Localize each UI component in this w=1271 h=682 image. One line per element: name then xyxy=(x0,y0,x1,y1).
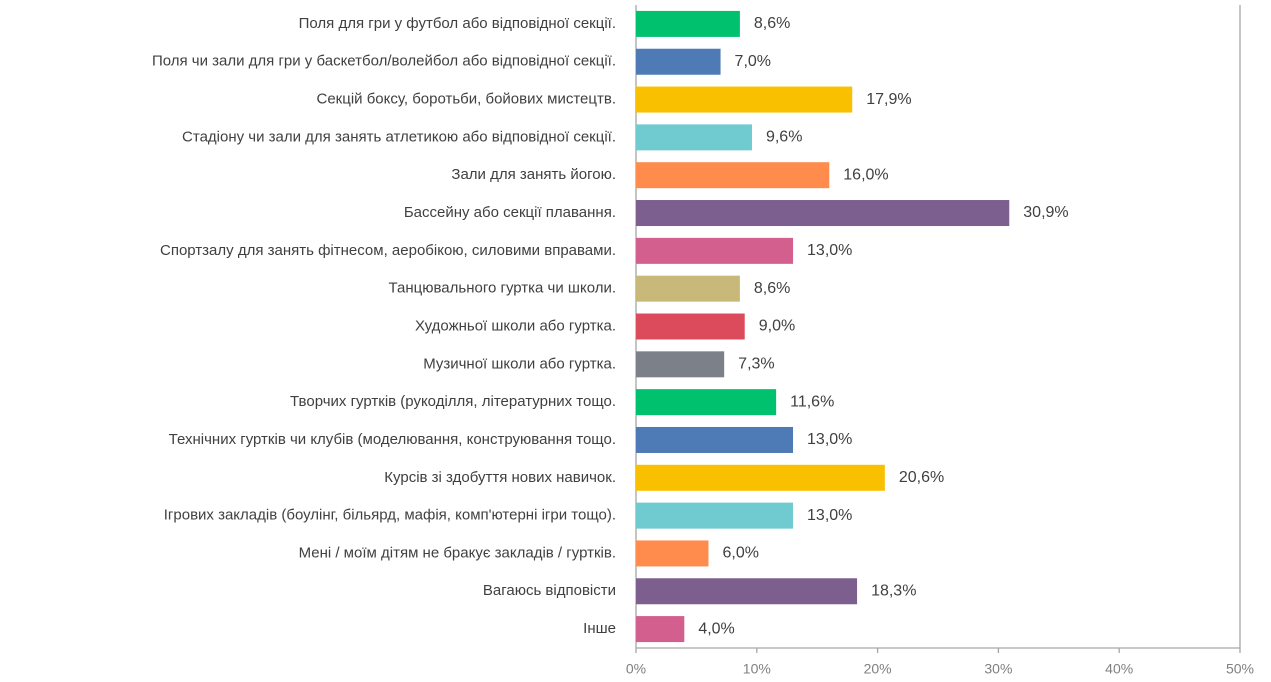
value-label: 8,6% xyxy=(754,15,790,32)
value-label: 4,0% xyxy=(698,620,734,637)
value-label: 7,3% xyxy=(738,356,774,373)
value-label: 13,0% xyxy=(807,431,852,448)
x-tick-label: 40% xyxy=(1105,661,1133,677)
x-tick-label: 10% xyxy=(743,661,771,677)
category-label: Стадіону чи зали для занять атлетикою аб… xyxy=(182,128,616,145)
bar xyxy=(636,578,858,605)
value-label: 17,9% xyxy=(866,91,911,108)
category-label: Технічних гуртків чи клубів (моделювання… xyxy=(169,431,616,448)
value-label: 11,6% xyxy=(790,393,834,410)
category-label: Ігрових закладів (боулінг, більярд, мафі… xyxy=(164,507,616,524)
category-label: Спортзалу для занять фітнесом, аеробікою… xyxy=(160,242,616,259)
category-label: Художньої школи або гуртка. xyxy=(415,317,616,334)
x-tick-label: 0% xyxy=(626,661,646,677)
x-tick-label: 20% xyxy=(864,661,892,677)
bar xyxy=(636,313,745,340)
bar xyxy=(636,124,752,151)
bar xyxy=(636,351,725,378)
bar xyxy=(636,10,740,37)
category-label: Поля чи зали для гри у баскетбол/волейбо… xyxy=(152,53,616,70)
value-label: 16,0% xyxy=(843,166,888,183)
category-label: Творчих гуртків (рукоділля, літературних… xyxy=(290,393,616,410)
bar xyxy=(636,275,740,302)
category-label: Секцій боксу, боротьби, бойових мистецтв… xyxy=(317,91,617,108)
bar xyxy=(636,616,685,643)
value-label: 6,0% xyxy=(722,545,758,562)
bar xyxy=(636,200,1010,227)
x-tick-label: 50% xyxy=(1226,661,1254,677)
bar xyxy=(636,426,794,453)
category-label: Інше xyxy=(583,620,616,637)
category-label: Поля для гри у футбол або відповідної се… xyxy=(299,15,616,32)
value-label: 9,6% xyxy=(766,129,802,146)
value-label: 20,6% xyxy=(899,469,944,486)
category-label: Танцювального гуртка чи школи. xyxy=(389,280,616,297)
value-label: 8,6% xyxy=(754,280,790,297)
x-tick-label: 30% xyxy=(984,661,1012,677)
category-label: Музичної школи або гуртка. xyxy=(423,355,616,372)
bar xyxy=(636,502,794,529)
bar xyxy=(636,389,777,416)
category-label: Мені / моїм дітям не бракує закладів / г… xyxy=(299,544,616,561)
value-label: 7,0% xyxy=(735,53,771,70)
value-label: 18,3% xyxy=(871,582,916,599)
category-label: Зали для занять йогою. xyxy=(451,166,616,183)
bar xyxy=(636,162,830,189)
category-label: Вагаюсь відповісти xyxy=(483,582,616,599)
category-label: Курсів зі здобуття нових навичок. xyxy=(384,469,616,486)
bar xyxy=(636,540,709,567)
value-label: 13,0% xyxy=(807,507,852,524)
bar xyxy=(636,86,853,113)
bar xyxy=(636,237,794,264)
value-label: 13,0% xyxy=(807,242,852,259)
category-label: Бассейну або секції плавання. xyxy=(404,204,616,221)
value-label: 30,9% xyxy=(1023,204,1068,221)
bar xyxy=(636,48,721,75)
bar xyxy=(636,464,885,491)
value-label: 9,0% xyxy=(759,318,795,335)
